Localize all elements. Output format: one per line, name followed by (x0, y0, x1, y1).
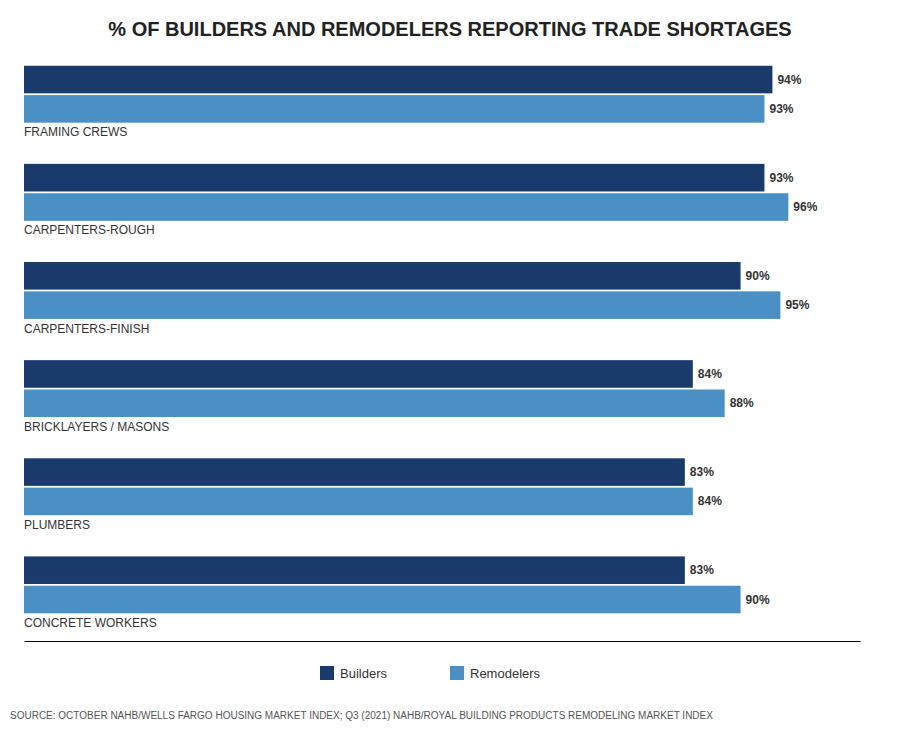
data-label: 84% (698, 367, 722, 381)
legend: Builders Remodelers (320, 666, 541, 681)
data-label: 83% (690, 465, 714, 479)
data-label: 95% (785, 298, 809, 312)
category-label: FRAMING CREWS (24, 125, 127, 139)
category-label: BRICKLAYERS / MASONS (24, 420, 169, 434)
category-label: CONCRETE WORKERS (24, 616, 157, 630)
data-labels: 94% 93% 90% 84% 83% 83% 93% 96% 95% 88% 84% 90% (690, 73, 818, 607)
annotation: SOURCE: OCTOBER NAHB/WELLS FARGO HOUSING… (10, 710, 713, 721)
bar (24, 488, 693, 516)
bar (24, 291, 780, 319)
bar (24, 556, 685, 584)
bar (24, 389, 725, 417)
category-label: CARPENTERS-FINISH (24, 322, 149, 336)
data-label: 88% (730, 396, 754, 410)
category-label: PLUMBERS (24, 518, 90, 532)
legend-item: Remodelers (450, 666, 541, 681)
legend-label: Remodelers (470, 666, 541, 681)
data-label: 84% (698, 494, 722, 508)
chart: % OF BUILDERS AND REMODELERS REPORTING T… (0, 0, 900, 731)
bar (24, 586, 741, 614)
bars (24, 66, 788, 614)
data-label: 90% (746, 593, 770, 607)
bar (24, 360, 693, 388)
data-label: 94% (777, 73, 801, 87)
plot: 94% 93% 90% 84% 83% 83% 93% 96% 95% 88% 84% 90% FRAM… (24, 66, 861, 642)
legend-swatch (450, 666, 464, 680)
legend-swatch (320, 666, 334, 680)
bar (24, 95, 764, 123)
x-axis (25, 641, 861, 642)
data-label: 93% (769, 102, 793, 116)
legend-label: Builders (340, 666, 387, 681)
bar (24, 164, 764, 192)
category-label: CARPENTERS-ROUGH (24, 223, 155, 237)
data-label: 96% (793, 200, 817, 214)
legend-item: Builders (320, 666, 387, 681)
bar (24, 262, 741, 290)
bar (24, 193, 788, 221)
title: % OF BUILDERS AND REMODELERS REPORTING T… (108, 18, 791, 40)
data-label: 90% (746, 269, 770, 283)
bar (24, 458, 685, 486)
x-axis-line (25, 641, 861, 642)
data-label: 83% (690, 563, 714, 577)
data-label: 93% (769, 171, 793, 185)
category-labels: FRAMING CREWS CARPENTERS-ROUGH CARPENTERS-… (24, 125, 169, 630)
bar (24, 66, 772, 94)
